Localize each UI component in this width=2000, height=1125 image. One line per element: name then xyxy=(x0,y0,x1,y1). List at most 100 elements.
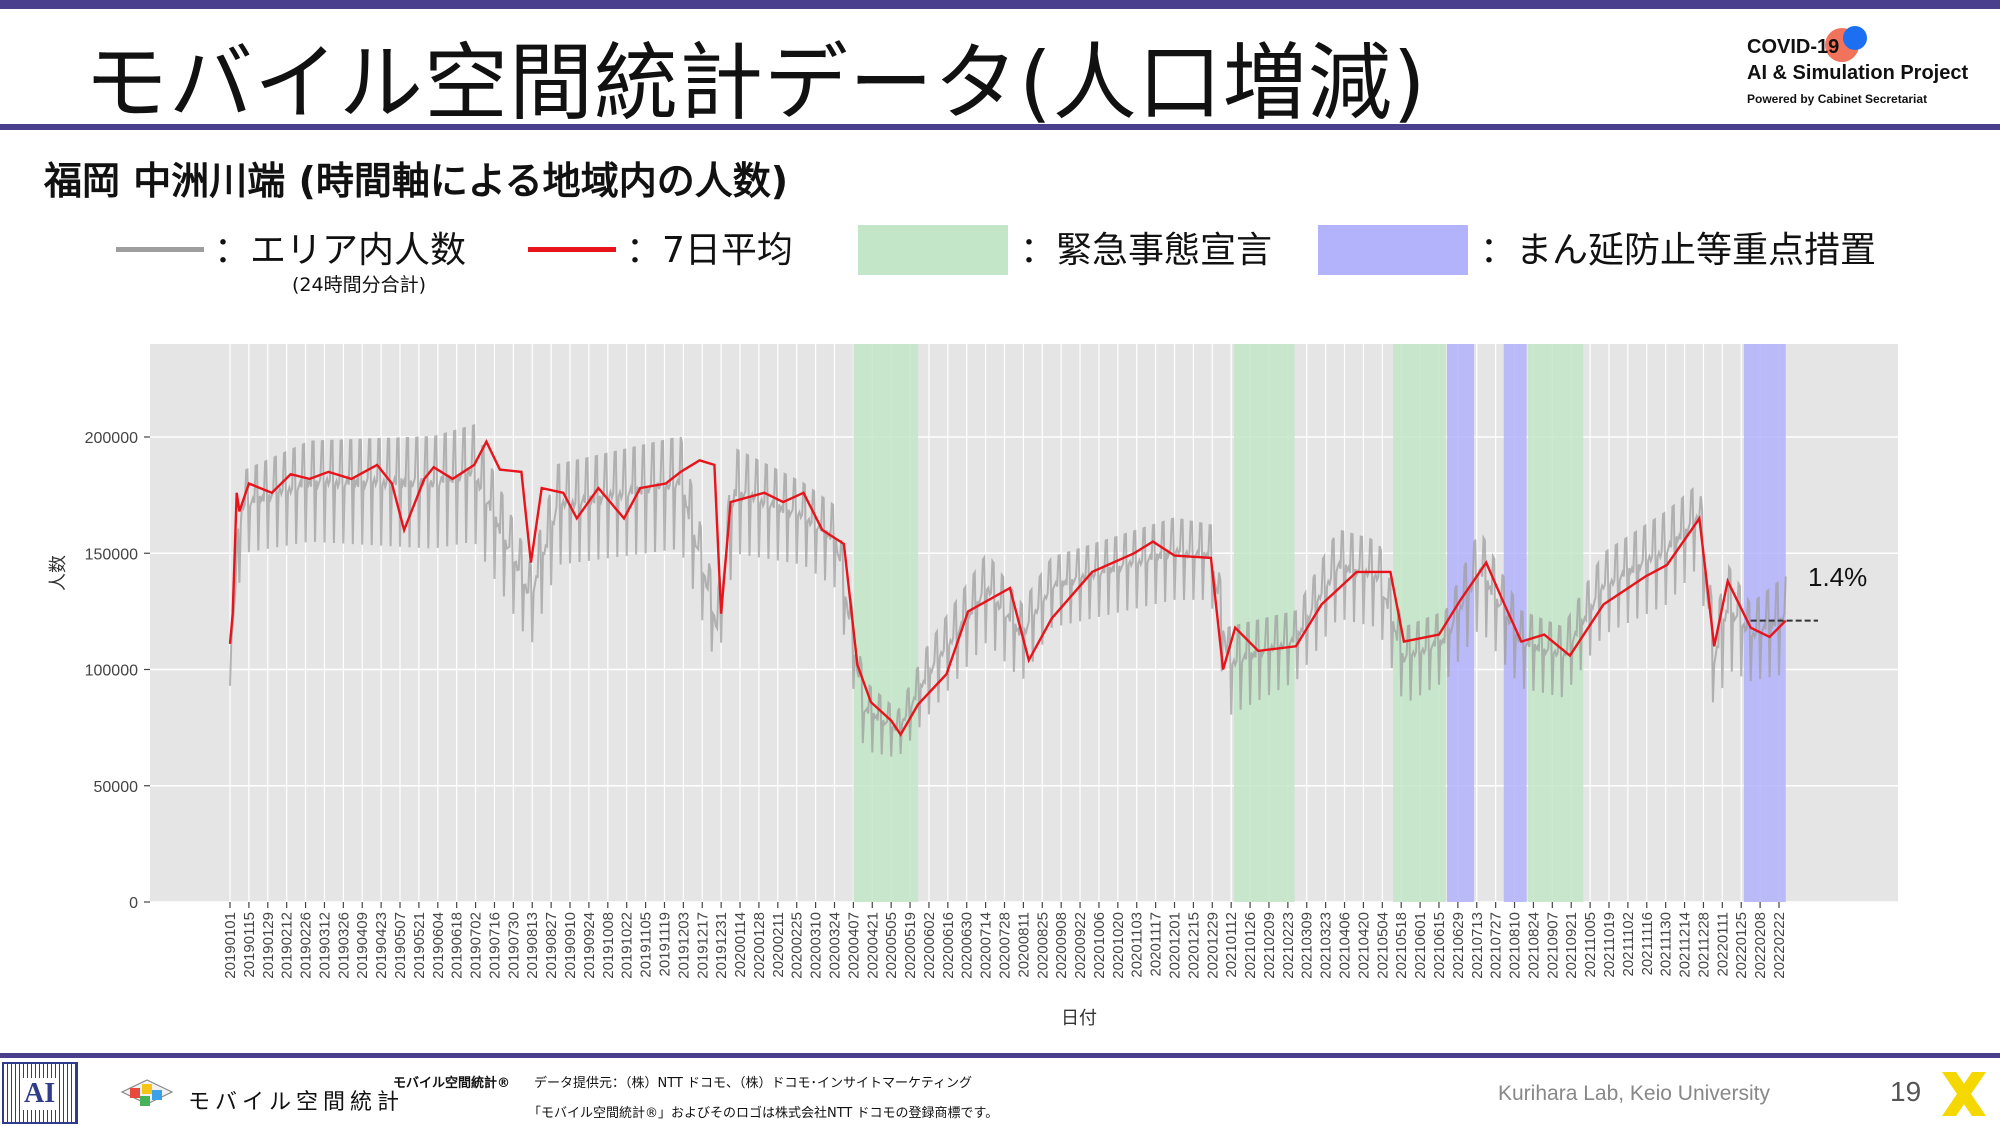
x-tick-label: 20190924 xyxy=(581,912,598,979)
x-tick-label: 20220125 xyxy=(1733,912,1750,979)
x-tick-label: 20200128 xyxy=(751,912,768,979)
x-tick-label: 20191119 xyxy=(656,912,673,977)
x-tick-label: 20200825 xyxy=(1034,912,1051,979)
x-tick-label: 20211116 xyxy=(1639,912,1656,975)
x-tick-label: 20200922 xyxy=(1072,912,1089,979)
x-tick-label: 20201229 xyxy=(1204,912,1221,979)
x-tick-label: 20211005 xyxy=(1582,912,1599,978)
x-tick-label: 20210727 xyxy=(1488,912,1505,979)
x-tick-label: 20200811 xyxy=(1015,912,1032,978)
x-tick-label: 20200407 xyxy=(845,912,862,979)
top-accent-rule xyxy=(0,0,2000,9)
x-tick-label: 20200114 xyxy=(732,912,749,978)
x-tick-label: 20190813 xyxy=(524,912,541,979)
covid-ai-logo: COVID-19 AI & Simulation Project Powered… xyxy=(1745,26,1985,115)
x-tick-label: 20190702 xyxy=(468,912,485,979)
logo-text-line2: AI & Simulation Project xyxy=(1747,62,1969,84)
plot-panel xyxy=(150,344,1898,902)
x-tick-label: 20190409 xyxy=(354,912,371,979)
chart-subtitle: 福岡 中洲川端 (時間軸による地域内の人数) xyxy=(44,159,789,203)
x-tick-label: 20190423 xyxy=(373,912,390,979)
y-tick-label: 200000 xyxy=(85,430,138,447)
x-tick-label: 20200519 xyxy=(902,912,919,979)
x-tick-label: 20190312 xyxy=(316,912,333,979)
legend-gray-line-icon xyxy=(116,247,204,252)
x-tick-label: 20200421 xyxy=(864,912,881,979)
x-tick-label: 20210406 xyxy=(1337,912,1354,979)
x-tick-label: 20210713 xyxy=(1469,912,1486,979)
population-chart: 0 50000 100000 150000 200000 20190101 20190115… xyxy=(48,344,1898,1029)
legend-area-count-label: ：エリア内人数 xyxy=(214,230,467,271)
x-tick-label: 20190910 xyxy=(562,912,579,979)
y-tick-label: 50000 xyxy=(94,779,139,796)
footer: AI モバイル空間統計 モバイル空間統計® データ提供元：（株）NTT ドコモ、… xyxy=(0,1058,2000,1125)
x-tick-label: 20191022 xyxy=(619,912,636,979)
emergency-band xyxy=(853,344,919,902)
logo-text-line1: COVID-19 xyxy=(1747,36,1840,58)
x-tick-label: 20200211 xyxy=(770,912,787,978)
x-tick-label: 20210112 xyxy=(1223,912,1240,978)
x-tick-label: 20210518 xyxy=(1393,912,1410,979)
chart-legend: ：エリア内人数 (24時間分合計) ：7日平均 ：緊急事態宣言 ：まん延防止等重… xyxy=(0,215,2000,305)
x-tick-label: 20210504 xyxy=(1374,912,1391,979)
x-tick-label: 20200616 xyxy=(940,912,957,979)
footer-registered: モバイル空間統計® xyxy=(393,1076,511,1091)
y-tick-label: 0 xyxy=(129,895,138,912)
x-tick-label: 20190326 xyxy=(335,912,352,979)
x-tick-label: 20191105 xyxy=(638,912,655,978)
x-tick-label: 20201103 xyxy=(1129,912,1146,978)
x-tick-label: 20200602 xyxy=(921,912,938,979)
x-tick-label: 20220111 xyxy=(1714,912,1731,977)
legend-emergency-label: ：緊急事態宣言 xyxy=(1020,230,1273,271)
x-tick-label: 20190604 xyxy=(430,912,447,979)
x-tick-label: 20211019 xyxy=(1601,912,1618,978)
x-tick-label: 20220208 xyxy=(1752,912,1769,979)
x-tick-label: 20201117 xyxy=(1148,912,1165,977)
x-tick-label: 20190521 xyxy=(411,912,428,979)
x-tick-label: 20210309 xyxy=(1299,912,1316,979)
x-tick-label: 20210615 xyxy=(1431,912,1448,979)
footer-trademark: 「モバイル空間統計®」およびそのロゴは株式会社NTT ドコモの登録商標です。 xyxy=(528,1106,999,1121)
x-tick-label: 20200630 xyxy=(959,912,976,979)
x-tick-label: 20201020 xyxy=(1110,912,1127,979)
x-axis-label: 日付 xyxy=(1061,1008,1097,1029)
x-tick-label: 20211102 xyxy=(1620,912,1637,977)
quasi-band xyxy=(1447,344,1475,902)
x-tick-label: 20190618 xyxy=(449,912,466,979)
x-tick-label: 20210209 xyxy=(1261,912,1278,979)
x-tick-label: 20190101 xyxy=(222,912,239,979)
x-tick-label: 20200324 xyxy=(826,912,843,979)
x-tick-label: 20190129 xyxy=(260,912,277,979)
x-tick-label: 20210223 xyxy=(1280,912,1297,979)
x-tick-label: 20200728 xyxy=(997,912,1014,979)
x-tick-label: 20201006 xyxy=(1091,912,1108,979)
x-tick-label: 20190827 xyxy=(543,912,560,979)
x-tick-label: 20210323 xyxy=(1318,912,1335,979)
legend-red-line-icon xyxy=(528,247,616,252)
x-tick-label: 20211228 xyxy=(1695,912,1712,978)
chart-container: 0 50000 100000 150000 200000 20190101 20190115… xyxy=(0,330,2000,1050)
y-axis-label: 人数 xyxy=(48,555,69,591)
page-title: モバイル空間統計データ(人口増減) xyxy=(84,34,1427,132)
x-logo-icon xyxy=(1942,1072,1986,1116)
legend-quasi-label: ：まん延防止等重点措置 xyxy=(1480,230,1877,271)
x-tick-label: 20211214 xyxy=(1677,912,1694,978)
legend-blue-box-icon xyxy=(1318,225,1468,275)
change-percent-label: 1.4% xyxy=(1808,562,1868,592)
footer-data-source: データ提供元：（株）NTT ドコモ、（株）ドコモ･インサイトマーケティング xyxy=(534,1076,972,1091)
footer-divider xyxy=(0,1053,2000,1058)
emergency-band xyxy=(1528,344,1584,902)
x-tick-label: 20200225 xyxy=(789,912,806,979)
x-tick-label: 20190507 xyxy=(392,912,409,979)
x-tick-label: 20210420 xyxy=(1355,912,1372,979)
logo-blue-dot-icon xyxy=(1843,26,1867,50)
x-tick-label: 20200505 xyxy=(883,912,900,979)
y-tick-label: 150000 xyxy=(85,546,138,563)
page-number: 19 xyxy=(1890,1076,1922,1107)
x-tick-label: 20190226 xyxy=(298,912,315,979)
x-tick-label: 20210126 xyxy=(1242,912,1259,979)
x-tick-label: 20190730 xyxy=(505,912,522,979)
x-tick-label: 20191217 xyxy=(694,912,711,979)
footer-lab-credit: Kurihara Lab, Keio University xyxy=(1498,1082,1770,1105)
series-7day-avg-line xyxy=(228,439,1787,737)
